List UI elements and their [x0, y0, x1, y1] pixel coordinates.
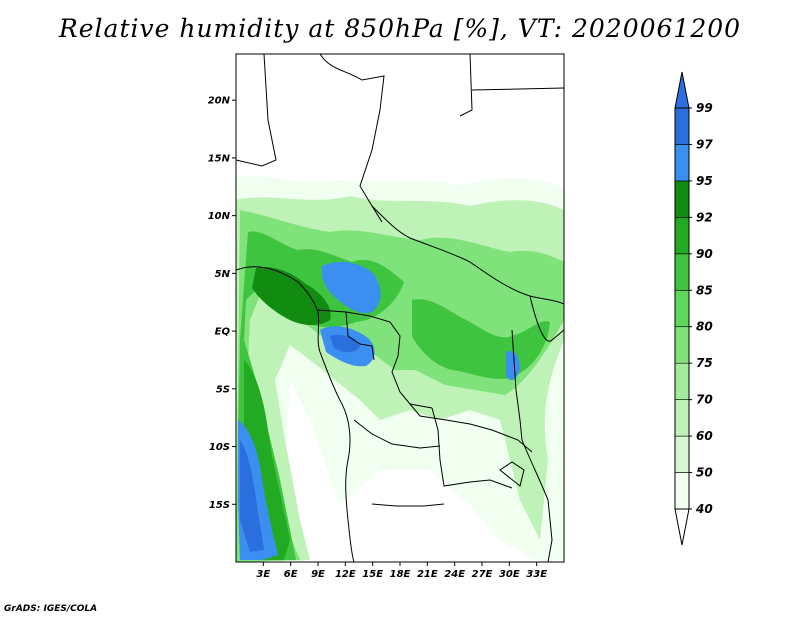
lon-tick-label: 6E [284, 569, 298, 580]
lat-tick-label: 20N [208, 96, 231, 107]
humidity-band-92 [252, 266, 331, 326]
colorbar-band [674, 399, 690, 437]
lon-tick-label: 21E [417, 569, 438, 580]
lat-tick-label: EQ [215, 327, 231, 338]
colorbar-outline [674, 107, 690, 510]
colorbar-band [674, 289, 690, 328]
lon-tick: 9E [311, 562, 325, 580]
colorbar-label: 40 [695, 502, 713, 516]
lon-tick: 6E [284, 562, 298, 580]
humidity-band-85 [238, 231, 404, 560]
longitude-axis: 3E 6E 9E 12E 15E 18E 21E 24E 27E 30E 33E [256, 562, 547, 580]
lon-tick-label: 24E [444, 569, 465, 580]
lat-tick-label: 10N [208, 211, 231, 222]
lon-tick: 12E [335, 562, 356, 580]
colorbar-label: 85 [696, 283, 713, 297]
lon-tick: 24E [444, 562, 465, 580]
lon-tick: 30E [499, 562, 520, 580]
colorbar-label: 50 [696, 466, 713, 480]
lat-tick-label: 5N [215, 269, 231, 280]
colorbar-band [674, 217, 690, 255]
colorbar-band [674, 326, 690, 364]
lat-tick: EQ [215, 327, 236, 338]
colorbar-tick: 97 [689, 137, 713, 151]
colorbar-tick: 40 [689, 502, 713, 516]
colorbar-tick: 90 [689, 247, 713, 261]
colorbar-label: 60 [696, 429, 713, 443]
colorbar-label: 99 [696, 101, 713, 115]
lat-tick: 10N [208, 211, 236, 222]
colorbar-label: 80 [696, 320, 713, 334]
colorbar-band [674, 435, 690, 473]
colorbar-tick: 85 [689, 283, 713, 297]
lat-tick-label: 10S [209, 442, 230, 453]
colorbar-tick: 95 [689, 174, 713, 188]
lat-tick: 15S [209, 500, 236, 511]
lat-tick: 15N [208, 153, 236, 164]
colorbar-label: 70 [696, 393, 713, 407]
lat-tick: 10S [209, 442, 236, 453]
colorbar-band [674, 253, 690, 291]
map-title: Relative humidity at 850hPa [%], VT: 202… [58, 14, 742, 43]
colorbar-tick: 75 [689, 356, 713, 370]
lon-tick-label: 12E [335, 569, 356, 580]
humidity-band-95-lake [506, 350, 520, 381]
coastline-and-borders [236, 54, 564, 562]
colorbar-tick: 70 [689, 393, 713, 407]
colorbar-label: 90 [696, 247, 713, 261]
colorbar: 40 50 60 70 75 80 85 90 92 95 97 99 [674, 71, 713, 546]
lat-tick: 5N [215, 269, 236, 280]
colorbar-tick: 92 [689, 210, 713, 224]
colorbar-band [674, 107, 690, 145]
colorbar-band [674, 144, 690, 182]
lon-tick-label: 33E [526, 569, 547, 580]
humidity-field [236, 175, 564, 562]
colorbar-band [674, 362, 690, 400]
lon-tick-label: 9E [311, 569, 325, 580]
humidity-band-95-gabon [321, 261, 381, 314]
colorbar-above-triangle [674, 71, 690, 109]
lon-tick: 27E [472, 562, 493, 580]
lon-tick-label: 18E [390, 569, 411, 580]
lon-tick-label: 27E [472, 569, 493, 580]
colorbar-tick: 50 [689, 466, 713, 480]
lon-tick: 21E [417, 562, 438, 580]
colorbar-tick: 80 [689, 320, 713, 334]
colorbar-band [674, 472, 690, 510]
colorbar-label: 95 [696, 174, 713, 188]
colorbar-band [674, 180, 690, 218]
humidity-band-97-congo [330, 334, 360, 353]
colorbar-label: 92 [696, 210, 713, 224]
colorbar-label: 97 [696, 137, 713, 151]
lon-tick: 3E [256, 562, 270, 580]
colorbar-label: 75 [696, 356, 713, 370]
lat-tick: 5S [216, 384, 236, 395]
lat-tick-label: 15S [209, 500, 230, 511]
lat-tick: 20N [208, 96, 236, 107]
lat-tick-label: 5S [216, 384, 230, 395]
colorbar-tick: 60 [689, 429, 713, 443]
lon-tick: 18E [390, 562, 411, 580]
colorbar-below-triangle [674, 508, 690, 546]
lon-tick-label: 30E [499, 569, 520, 580]
humidity-band-97-angola [240, 440, 264, 552]
grads-credit: GrADS: IGES/COLA [4, 604, 98, 614]
lon-tick: 15E [362, 562, 383, 580]
lon-tick-label: 15E [362, 569, 383, 580]
colorbar-tick: 99 [689, 101, 713, 115]
lon-tick: 33E [526, 562, 547, 580]
lat-tick-label: 15N [208, 153, 231, 164]
latitude-axis: 20N 15N 10N 5N EQ 5S 10S 15S [208, 96, 236, 511]
lon-tick-label: 3E [256, 569, 270, 580]
